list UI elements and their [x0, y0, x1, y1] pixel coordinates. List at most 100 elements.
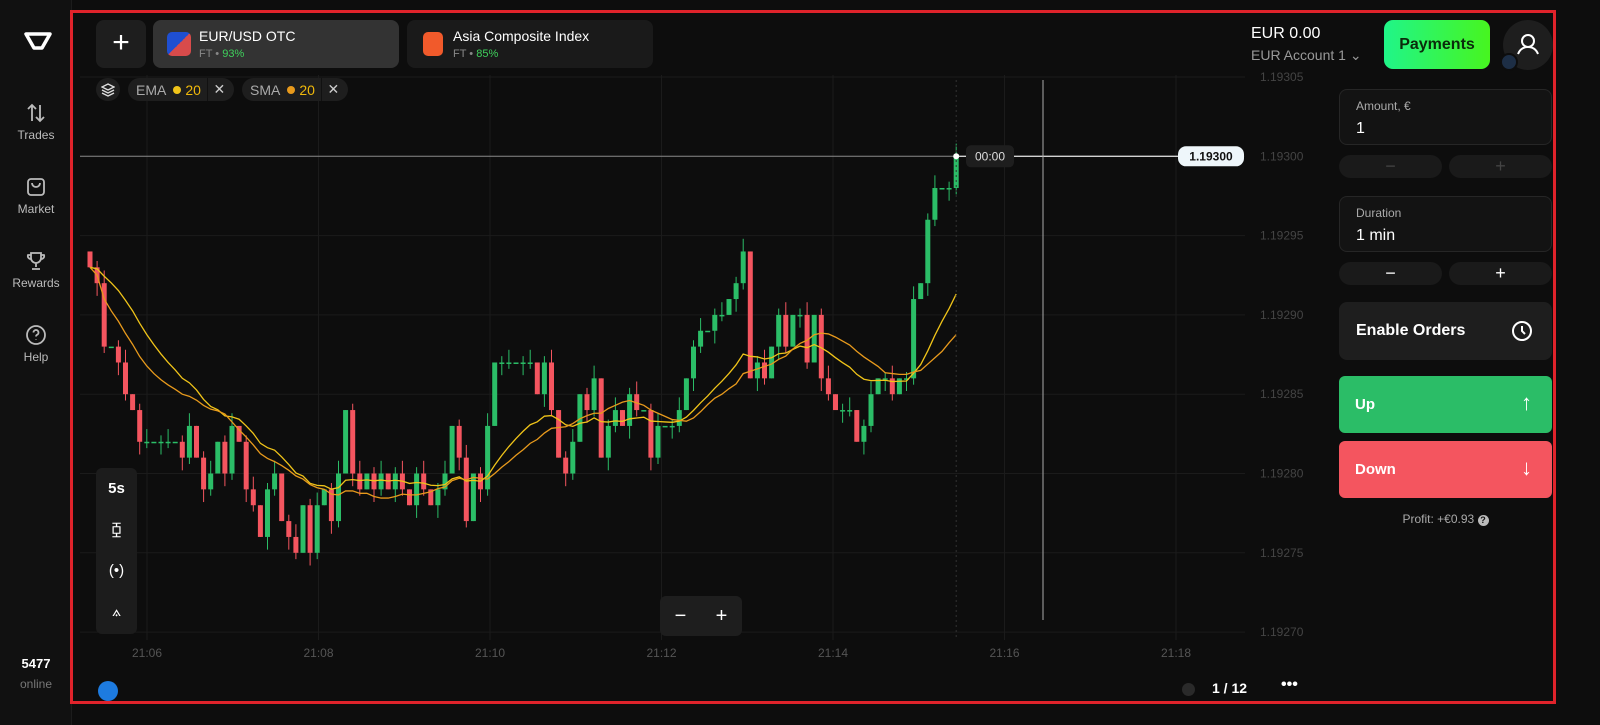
candle — [712, 314, 718, 331]
tab-eur-usd-otc[interactable]: EUR/USD OTC FT • 93% — [153, 20, 399, 68]
candle — [499, 362, 505, 364]
candle — [733, 283, 739, 300]
profit-text: Profit: +€0.93 — [1402, 512, 1475, 526]
candle — [300, 505, 306, 553]
candle — [101, 283, 107, 347]
pagination: 1 / 12 — [1212, 680, 1248, 696]
sidebar-item-market[interactable]: Market — [0, 176, 72, 216]
trophy-icon — [26, 252, 46, 270]
status-badge — [1500, 53, 1518, 71]
enable-orders-button[interactable]: Enable Orders — [1339, 302, 1552, 360]
down-label: Down — [1355, 461, 1396, 478]
timeframe-button[interactable]: 5s — [108, 480, 125, 497]
candle — [172, 441, 178, 444]
candle — [804, 314, 810, 363]
duration-increase-button[interactable]: + — [1449, 262, 1552, 285]
candle — [911, 299, 917, 379]
payments-button[interactable]: Payments — [1384, 20, 1490, 69]
candle — [165, 441, 171, 444]
candle — [179, 441, 185, 458]
online-counter: 5477 online — [0, 656, 72, 691]
indicator-ema[interactable]: EMA 20 ✕ — [128, 78, 234, 101]
remove-indicator-button[interactable]: ✕ — [320, 78, 345, 101]
sidebar-item-label: Help — [23, 350, 49, 364]
sidebar-item-help[interactable]: Help — [0, 324, 72, 364]
up-label: Up — [1355, 396, 1375, 413]
candle — [421, 473, 427, 490]
current-price-badge — [1178, 146, 1244, 167]
candle — [428, 489, 434, 506]
layers-icon — [100, 83, 116, 97]
candle — [612, 410, 618, 426]
candle — [250, 489, 256, 506]
candle — [769, 346, 775, 379]
remove-indicator-button[interactable]: ✕ — [206, 78, 231, 101]
candle — [144, 441, 150, 444]
candle — [861, 425, 867, 442]
candle — [676, 410, 682, 426]
tab-asia-composite-index[interactable]: Asia Composite Index FT • 85% — [407, 20, 653, 68]
duration-value[interactable]: 1 min — [1356, 227, 1396, 244]
arrows-up-down-icon — [27, 103, 45, 123]
time-tick: 21:14 — [818, 646, 848, 660]
indicator-period: 20 — [299, 81, 315, 98]
indicator-sma[interactable]: SMA 20 ✕ — [242, 78, 348, 101]
amount-field[interactable]: Amount, € 1 — [1339, 89, 1552, 145]
candle — [946, 188, 952, 190]
candlestick-icon[interactable]: ⧮ — [111, 521, 122, 538]
sidebar-item-trades[interactable]: Trades — [0, 102, 72, 142]
candle — [357, 473, 363, 490]
account-selector[interactable]: EUR 0.00 EUR Account 1 ⌄ — [1251, 25, 1362, 64]
sidebar-item-label: Rewards — [12, 276, 60, 290]
duration-decrease-button[interactable]: − — [1339, 262, 1442, 285]
more-options-button[interactable]: ••• — [1281, 676, 1298, 693]
candle — [350, 410, 356, 474]
duration-field[interactable]: Duration 1 min — [1339, 196, 1552, 252]
price-tick: 1.19270 — [1260, 625, 1304, 639]
candle — [620, 410, 625, 426]
sidebar-item-label: Trades — [17, 128, 55, 142]
drawing-tools-icon[interactable]: ⟑ — [111, 603, 122, 620]
candle — [257, 505, 263, 537]
candle — [272, 473, 278, 490]
candle — [549, 362, 554, 411]
color-dot — [287, 85, 296, 94]
candle — [442, 473, 448, 490]
signal-icon[interactable]: (•) — [108, 562, 125, 579]
candle — [137, 410, 143, 442]
up-button[interactable]: Up ↑ — [1339, 376, 1552, 433]
price-tick: 1.19305 — [1260, 70, 1304, 84]
candle — [407, 489, 412, 506]
candle — [904, 378, 909, 380]
amount-increase-button[interactable]: + — [1449, 155, 1552, 178]
candle — [698, 330, 704, 347]
candle — [215, 441, 221, 474]
zoom-out-button[interactable]: − — [674, 605, 687, 627]
help-icon[interactable]: ? — [1477, 515, 1489, 526]
candle — [541, 362, 547, 395]
candle — [918, 283, 924, 300]
zoom-in-button[interactable]: + — [715, 605, 728, 627]
candle — [343, 410, 349, 474]
add-asset-button[interactable]: + — [96, 20, 146, 68]
eu-us-flag-icon — [167, 32, 191, 56]
candle — [889, 378, 895, 395]
amount-decrease-button[interactable]: − — [1339, 155, 1442, 178]
candle — [655, 425, 661, 458]
balance: EUR 0.00 — [1251, 25, 1321, 42]
chart-tools: 5s ⧮ (•) ⟑ — [96, 468, 137, 634]
candle — [705, 330, 711, 333]
down-button[interactable]: Down ↓ — [1339, 441, 1552, 498]
logo-icon[interactable] — [22, 30, 54, 52]
layers-button[interactable] — [96, 78, 120, 101]
candle — [556, 410, 562, 458]
sidebar-item-rewards[interactable]: Rewards — [0, 250, 72, 290]
candle — [669, 425, 675, 428]
ema-line — [89, 266, 957, 490]
asia-flag-icon — [423, 32, 443, 56]
price-tick: 1.19290 — [1260, 308, 1304, 322]
amount-value[interactable]: 1 — [1356, 120, 1365, 137]
candle — [513, 362, 519, 364]
candle — [130, 394, 136, 411]
